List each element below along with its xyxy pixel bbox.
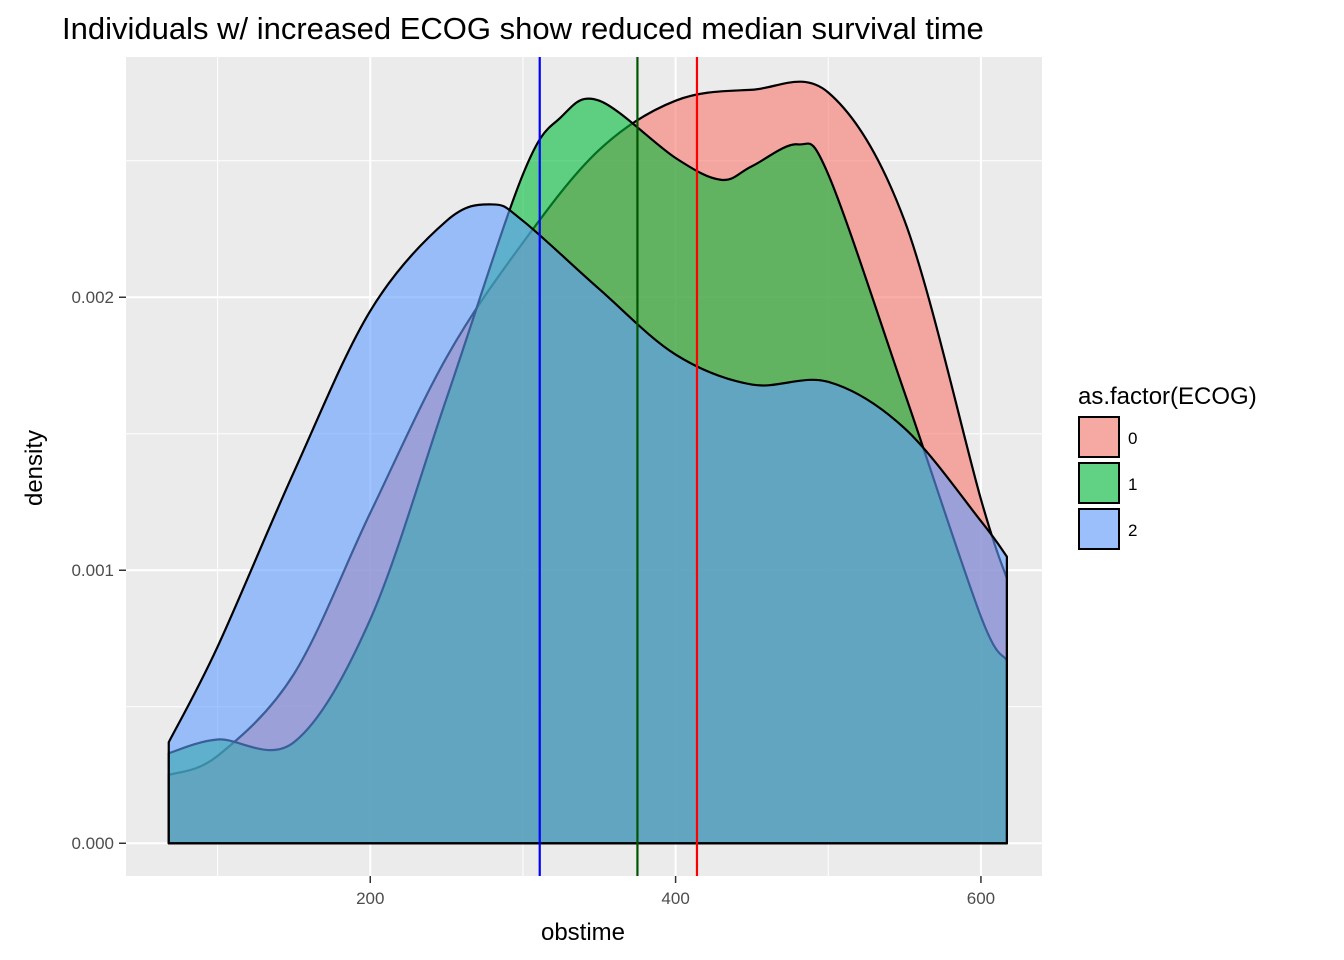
- y-tick-label: 0.001: [71, 561, 114, 580]
- legend-label-ecog-0: 0: [1128, 429, 1137, 448]
- y-axis-title: density: [21, 430, 48, 506]
- y-tick-label: 0.000: [71, 834, 114, 853]
- legend-key-ecog-0: [1078, 416, 1120, 458]
- plot-panel: [126, 57, 1042, 876]
- legend-label-ecog-2: 2: [1128, 521, 1137, 540]
- legend: as.factor(ECOG) 0 1 2: [1078, 383, 1257, 550]
- chart-title: Individuals w/ increased ECOG show reduc…: [62, 11, 984, 46]
- x-tick-label: 600: [967, 889, 995, 908]
- y-axis: 0.000 0.001 0.002: [71, 288, 126, 853]
- legend-key-ecog-2: [1078, 508, 1120, 550]
- x-axis-title: obstime: [541, 919, 625, 946]
- x-axis: 200 400 600: [356, 876, 995, 908]
- x-tick-label: 400: [661, 889, 689, 908]
- legend-key-ecog-1: [1078, 462, 1120, 504]
- x-tick-label: 200: [356, 889, 384, 908]
- legend-label-ecog-1: 1: [1128, 475, 1137, 494]
- y-tick-label: 0.002: [71, 288, 114, 307]
- legend-title: as.factor(ECOG): [1078, 383, 1257, 410]
